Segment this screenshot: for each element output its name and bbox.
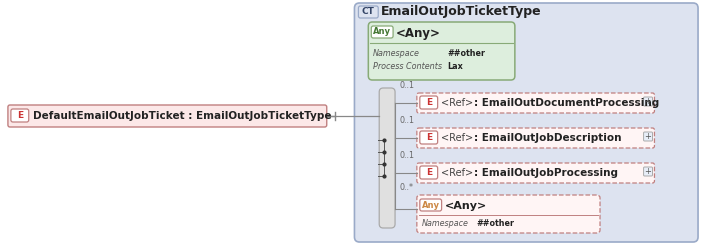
Text: : EmailOutJobProcessing: : EmailOutJobProcessing — [474, 168, 618, 178]
FancyBboxPatch shape — [354, 3, 698, 242]
Text: 0..1: 0..1 — [399, 151, 414, 160]
Text: <Ref>: <Ref> — [440, 168, 473, 178]
Text: Namespace: Namespace — [422, 219, 469, 228]
FancyBboxPatch shape — [420, 96, 437, 109]
Text: DefaultEmailOutJobTicket : EmailOutJobTicketType: DefaultEmailOutJobTicket : EmailOutJobTi… — [33, 111, 331, 121]
Text: : EmailOutJobDescription: : EmailOutJobDescription — [474, 133, 622, 143]
Text: +: + — [644, 97, 652, 106]
Text: Process Contents: Process Contents — [373, 61, 442, 71]
FancyBboxPatch shape — [420, 166, 437, 179]
Text: E: E — [425, 133, 432, 142]
FancyBboxPatch shape — [644, 97, 652, 106]
FancyBboxPatch shape — [644, 167, 652, 176]
Text: Namespace: Namespace — [373, 49, 420, 58]
FancyBboxPatch shape — [417, 195, 600, 233]
FancyBboxPatch shape — [417, 163, 654, 183]
Text: +: + — [644, 132, 652, 141]
FancyBboxPatch shape — [420, 131, 437, 144]
FancyBboxPatch shape — [417, 93, 654, 113]
Text: <Any>: <Any> — [445, 201, 487, 211]
Text: 0..*: 0..* — [399, 183, 413, 192]
Text: E: E — [425, 98, 432, 107]
Text: <Ref>: <Ref> — [440, 133, 473, 143]
Text: Any: Any — [422, 200, 440, 209]
FancyBboxPatch shape — [644, 132, 652, 141]
Text: 0..1: 0..1 — [399, 81, 414, 90]
Text: : EmailOutDocumentProcessing: : EmailOutDocumentProcessing — [474, 98, 659, 108]
FancyBboxPatch shape — [8, 105, 327, 127]
Text: Lax: Lax — [447, 61, 463, 71]
FancyBboxPatch shape — [417, 128, 654, 148]
Text: EmailOutJobTicketType: EmailOutJobTicketType — [381, 5, 542, 19]
Text: ##other: ##other — [476, 219, 514, 228]
Text: +: + — [644, 167, 652, 176]
Text: CT: CT — [362, 8, 375, 16]
FancyBboxPatch shape — [372, 26, 393, 38]
Text: E: E — [17, 111, 23, 120]
Text: Any: Any — [373, 27, 391, 37]
FancyBboxPatch shape — [369, 22, 515, 80]
Text: <Any>: <Any> — [396, 26, 441, 39]
FancyBboxPatch shape — [359, 6, 378, 18]
Text: ##other: ##other — [447, 49, 486, 58]
Text: E: E — [425, 168, 432, 177]
FancyBboxPatch shape — [379, 88, 395, 228]
Text: 0..1: 0..1 — [399, 116, 414, 125]
FancyBboxPatch shape — [11, 109, 28, 122]
FancyBboxPatch shape — [420, 199, 442, 211]
Text: <Ref>: <Ref> — [440, 98, 473, 108]
